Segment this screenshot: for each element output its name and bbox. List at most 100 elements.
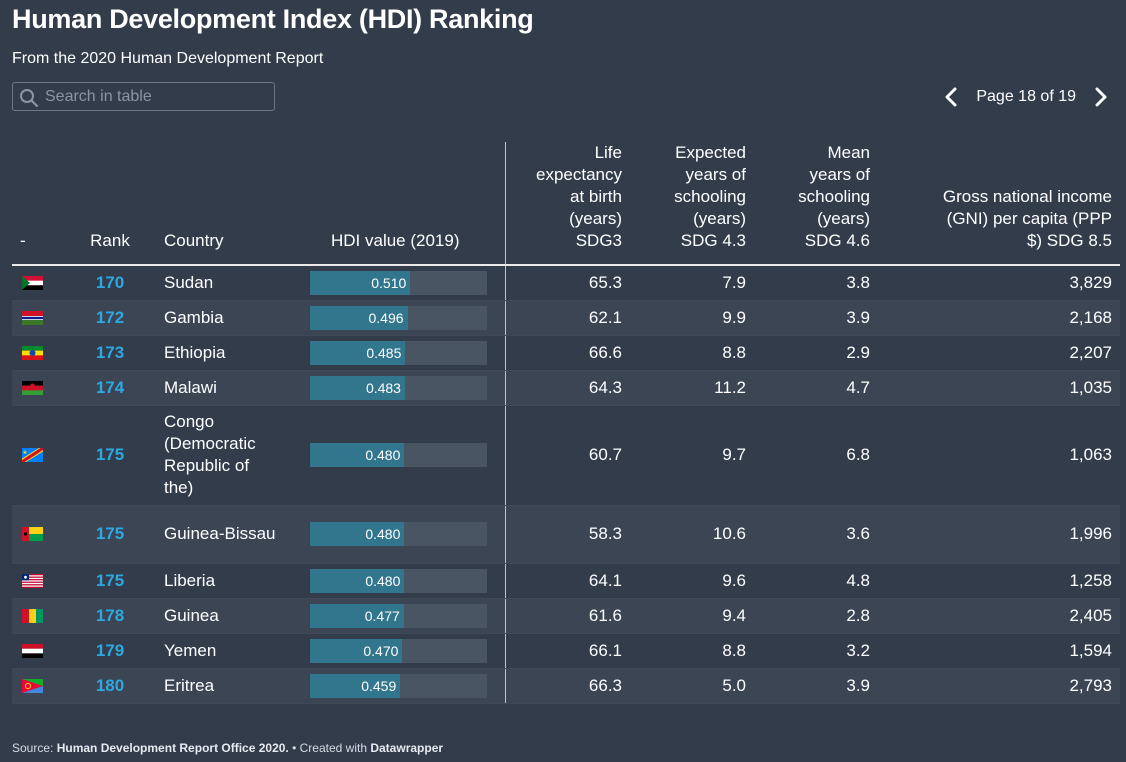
rank-cell: 174 <box>64 370 156 406</box>
mean-schooling-cell: 3.6 <box>754 505 878 564</box>
chevron-right-icon <box>1095 87 1107 107</box>
life-expectancy-cell: 64.1 <box>505 563 630 599</box>
search-box[interactable] <box>12 82 275 111</box>
gni-cell: 1,996 <box>878 505 1120 564</box>
hdi-bar: 0.470 <box>310 638 403 663</box>
gni-cell: 3,829 <box>878 265 1120 301</box>
hdi-cell: 0.480 <box>286 405 506 506</box>
table-row: 174 Malawi 0.483 64.3 11.2 4.7 1,035 <box>12 370 1120 406</box>
country-cell: Yemen <box>156 633 286 669</box>
rank-cell: 175 <box>64 563 156 599</box>
hdi-value: 0.480 <box>365 447 401 463</box>
column-header-mean-schooling[interactable]: Mean years of schooling (years) SDG 4.6 <box>754 142 878 266</box>
mean-schooling-cell: 2.8 <box>754 598 878 634</box>
prev-page-button[interactable] <box>940 85 962 109</box>
country-cell: Eritrea <box>156 668 286 704</box>
life-expectancy-cell: 65.3 <box>505 265 630 301</box>
datawrapper-link[interactable]: Datawrapper <box>370 741 444 755</box>
hdi-value: 0.483 <box>365 379 401 396</box>
column-header-country[interactable]: Country <box>156 142 286 266</box>
header-line: years of <box>685 165 746 184</box>
search-input[interactable] <box>45 86 269 107</box>
flag-guinea-icon <box>22 608 43 623</box>
header-line: Gross national income <box>942 187 1112 206</box>
flag-malawi-icon <box>22 380 43 395</box>
next-page-button[interactable] <box>1090 85 1112 109</box>
header-line: (GNI) per capita (PPP <box>946 209 1112 228</box>
flag-sudan-icon <box>22 275 43 290</box>
expected-schooling-cell: 7.9 <box>630 265 754 301</box>
country-cell: Congo (Democratic Republic of the) <box>156 405 286 506</box>
header-line: SDG 4.3 <box>680 231 746 250</box>
gni-cell: 1,258 <box>878 563 1120 599</box>
hdi-value: 0.496 <box>368 309 404 326</box>
rank-cell: 172 <box>64 300 156 336</box>
flag-cell <box>12 335 64 371</box>
header-line: $) SDG 8.5 <box>1026 231 1112 250</box>
table-row: 170 Sudan 0.510 65.3 7.9 3.8 3,829 <box>12 265 1120 301</box>
footer: Source: Human Development Report Office … <box>12 741 443 755</box>
country-cell: Gambia <box>156 300 286 336</box>
life-expectancy-cell: 60.7 <box>505 405 630 506</box>
hdi-value: 0.510 <box>371 274 407 291</box>
hdi-bar: 0.480 <box>310 568 405 593</box>
table-header-row: - Rank Country HDI value (2019) Life exp… <box>12 142 1120 266</box>
source-label: Source: <box>12 741 57 755</box>
page-title: Human Development Index (HDI) Ranking <box>12 4 534 34</box>
hdi-bar-track: 0.480 <box>310 568 487 593</box>
page-indicator: Page 18 of 19 <box>976 88 1076 105</box>
country-cell: Sudan <box>156 265 286 301</box>
column-header-gni[interactable]: Gross national income (GNI) per capita (… <box>878 142 1120 266</box>
gni-cell: 2,405 <box>878 598 1120 634</box>
gni-cell: 1,035 <box>878 370 1120 406</box>
column-header-rank[interactable]: Rank <box>64 142 156 266</box>
life-expectancy-cell: 66.3 <box>505 668 630 704</box>
expected-schooling-cell: 9.4 <box>630 598 754 634</box>
hdi-bar-track: 0.480 <box>310 522 487 546</box>
hdi-cell: 0.470 <box>286 633 506 669</box>
flag-gambia-icon <box>22 310 43 325</box>
table-row: 175 Liberia 0.480 64.1 9.6 4.8 1,258 <box>12 563 1120 599</box>
mean-schooling-cell: 3.9 <box>754 668 878 704</box>
source-link[interactable]: Human Development Report Office 2020. <box>56 741 289 755</box>
header-line: at birth <box>570 187 622 206</box>
rank-cell: 178 <box>64 598 156 634</box>
table-row: 175 Congo (Democratic Republic of the) 0.4… <box>12 405 1120 506</box>
rank-cell: 175 <box>64 405 156 506</box>
hdi-cell: 0.496 <box>286 300 506 336</box>
gni-cell: 2,168 <box>878 300 1120 336</box>
header-line: Expected <box>675 143 746 162</box>
flag-cell <box>12 300 64 336</box>
life-expectancy-cell: 62.1 <box>505 300 630 336</box>
hdi-cell: 0.459 <box>286 668 506 704</box>
expected-schooling-cell: 10.6 <box>630 505 754 564</box>
hdi-bar: 0.510 <box>310 270 411 295</box>
column-header-life-expectancy[interactable]: Life expectancy at birth (years) SDG3 <box>505 142 630 266</box>
column-header-flag[interactable]: - <box>12 142 64 266</box>
hdi-cell: 0.510 <box>286 265 506 301</box>
hdi-bar: 0.485 <box>310 340 406 365</box>
rank-cell: 170 <box>64 265 156 301</box>
header-line: (years) <box>817 209 870 228</box>
life-expectancy-cell: 66.1 <box>505 633 630 669</box>
column-header-hdi[interactable]: HDI value (2019) <box>286 142 506 266</box>
rank-cell: 180 <box>64 668 156 704</box>
hdi-bar: 0.477 <box>310 603 404 628</box>
country-cell: Ethiopia <box>156 335 286 371</box>
header-line: Mean <box>827 143 870 162</box>
country-cell: Malawi <box>156 370 286 406</box>
hdi-value: 0.480 <box>365 526 401 542</box>
flag-cell <box>12 370 64 406</box>
chevron-left-icon <box>945 87 957 107</box>
country-cell: Guinea <box>156 598 286 634</box>
column-header-expected-schooling[interactable]: Expected years of schooling (years) SDG … <box>630 142 754 266</box>
expected-schooling-cell: 8.8 <box>630 335 754 371</box>
expected-schooling-cell: 9.7 <box>630 405 754 506</box>
flag-yemen-icon <box>22 643 43 658</box>
life-expectancy-cell: 58.3 <box>505 505 630 564</box>
flag-congo-democratic-republic-of-the-icon <box>22 448 43 462</box>
page-subtitle: From the 2020 Human Development Report <box>12 50 324 67</box>
flag-cell <box>12 563 64 599</box>
flag-cell <box>12 265 64 301</box>
header-line: expectancy <box>536 165 622 184</box>
